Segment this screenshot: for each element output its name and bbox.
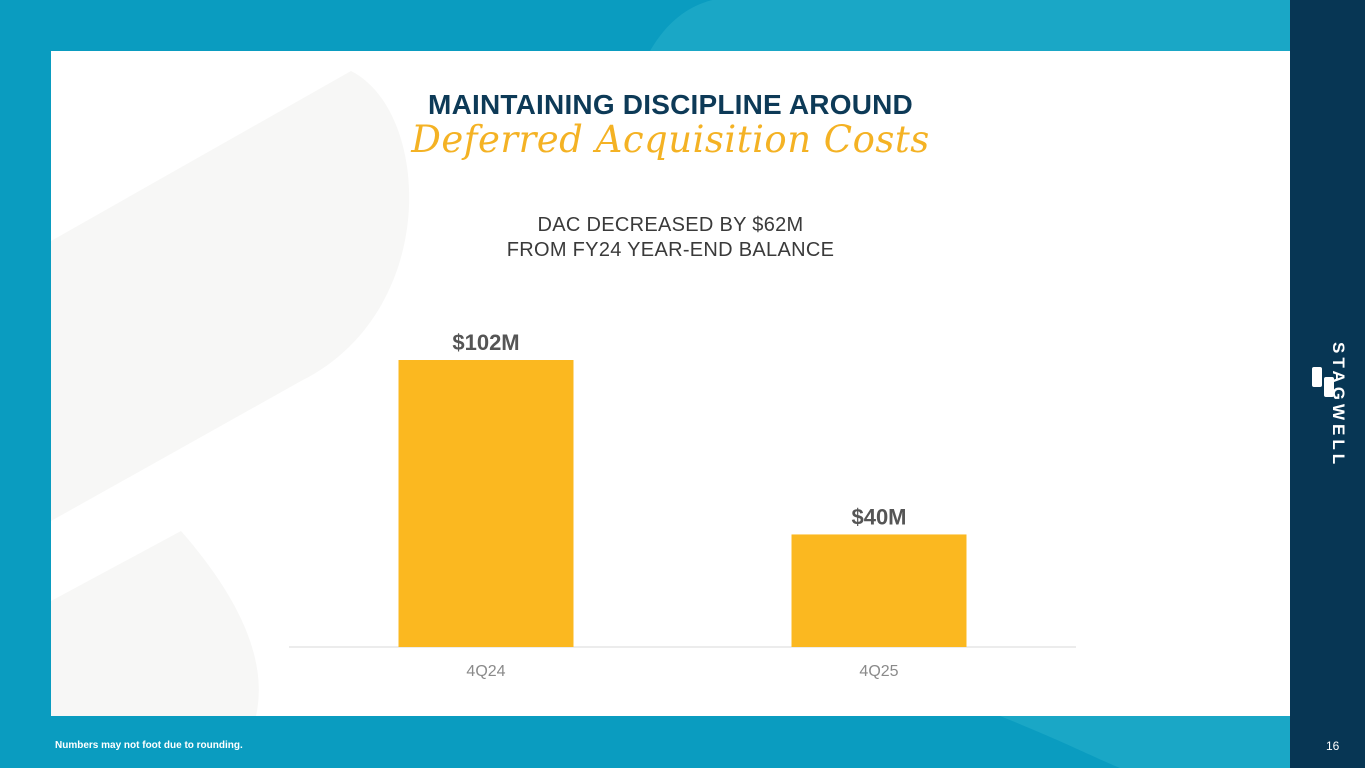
- headline-line-2: FROM FY24 YEAR-END BALANCE: [506, 239, 835, 261]
- data-label-4Q24: $102M: [452, 330, 519, 355]
- bar-chart: $102M 4Q24 $40M 4Q25: [289, 330, 1076, 680]
- background-swoosh: [650, 0, 1290, 768]
- bar-4Q24: [398, 360, 574, 647]
- brand-wordmark: STAGWELL: [1329, 342, 1348, 469]
- x-tick-label-4Q24: 4Q24: [466, 663, 505, 680]
- bar-4Q25: [791, 534, 967, 647]
- chart-headline: DAC DECREASED BY $62M FROM FY24 YEAR-END…: [51, 213, 1290, 263]
- footnote: Numbers may not foot due to rounding.: [55, 740, 243, 751]
- slide-title: MAINTAINING DISCIPLINE AROUND: [428, 89, 913, 120]
- data-label-4Q25: $40M: [851, 504, 906, 529]
- slide-card: MAINTAINING DISCIPLINE AROUND Deferred A…: [51, 51, 1290, 716]
- card-decoration: [51, 71, 410, 716]
- x-tick-label-4Q25: 4Q25: [859, 663, 898, 680]
- stagwell-logo-icon: [1312, 367, 1334, 397]
- slide-subtitle: Deferred Acquisition Costs: [411, 118, 930, 161]
- headline-line-1: DAC DECREASED BY $62M: [537, 214, 804, 236]
- page-number: 16: [1326, 739, 1340, 753]
